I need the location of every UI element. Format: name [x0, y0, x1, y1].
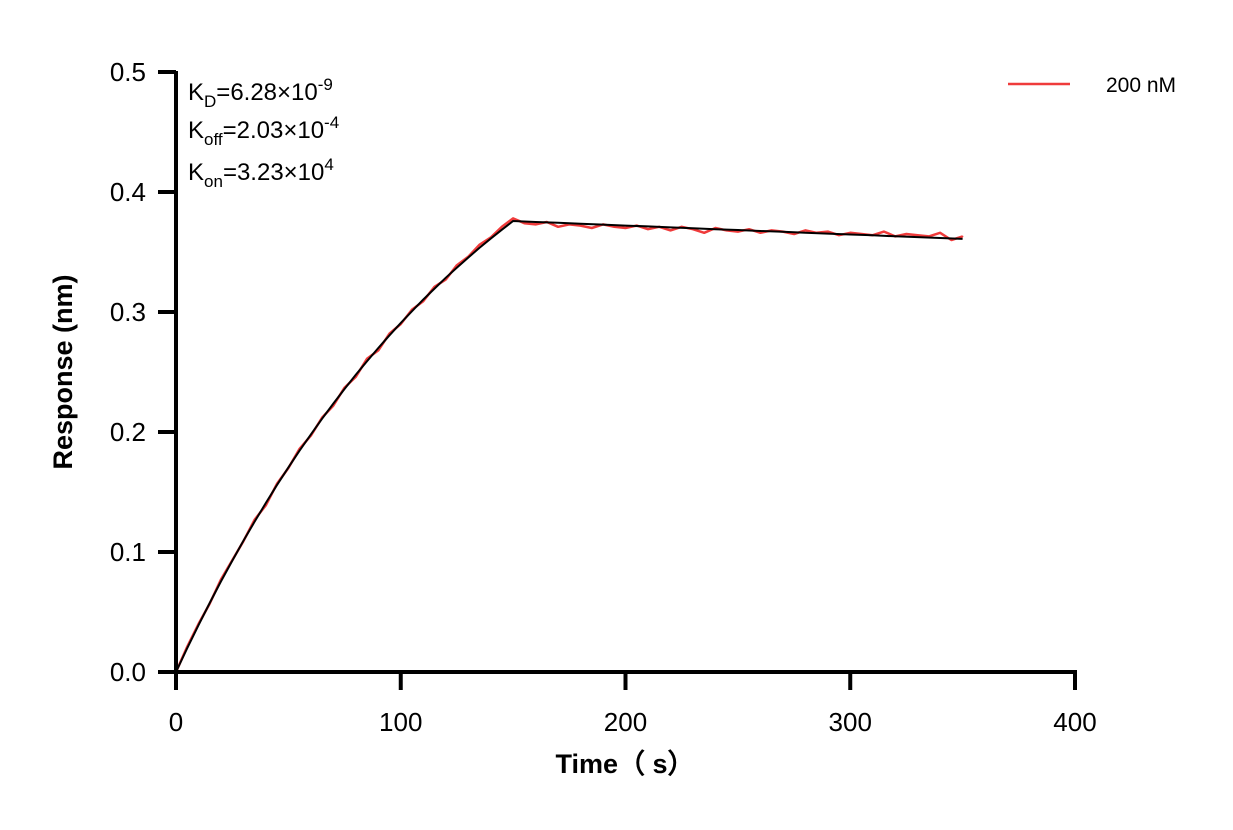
annotation-kd: KD=6.28×10-9	[188, 75, 333, 111]
x-tick-label: 300	[829, 707, 872, 737]
data-point	[759, 232, 762, 234]
y-tick-label: 0.1	[110, 537, 146, 567]
data-point	[590, 227, 593, 229]
x-axis-title: Time（ s）	[555, 749, 694, 779]
fit-curve	[175, 219, 963, 673]
plot-marks	[174, 217, 964, 673]
data-point	[961, 235, 964, 238]
data-point	[939, 232, 941, 234]
data-point	[557, 226, 559, 228]
data-point	[826, 230, 829, 233]
data-point	[523, 222, 526, 224]
y-axis-title: Response (nm)	[48, 274, 78, 469]
data-point	[793, 233, 795, 235]
data-point	[849, 232, 852, 234]
data-point	[534, 223, 537, 226]
data-point	[883, 230, 885, 233]
series-line-200nm	[174, 217, 963, 673]
data-point	[579, 224, 582, 227]
data-point	[456, 264, 458, 267]
annotation-kon: Kon=3.23×104	[188, 155, 334, 191]
y-tick-label: 0.3	[110, 297, 146, 327]
y-tick-label: 0.0	[110, 657, 146, 687]
data-point	[905, 233, 908, 235]
data-point	[804, 229, 807, 232]
data-point	[478, 244, 481, 246]
data-point	[647, 228, 649, 230]
annotation-koff: Koff=2.03×10-4	[188, 113, 339, 149]
data-point	[737, 230, 739, 233]
axis-ticks: 0 100 200 300 400 0.0 0.1 0.2 0.3 0.4 0.5	[110, 57, 1097, 737]
data-point	[669, 229, 672, 232]
data-point	[950, 239, 953, 241]
x-tick-label: 0	[169, 707, 183, 737]
data-point	[501, 226, 503, 228]
data-point	[916, 234, 919, 236]
data-point	[512, 217, 514, 220]
data-point	[624, 227, 627, 229]
x-tick-label: 400	[1053, 707, 1096, 737]
legend-label: 200 nM	[1106, 74, 1176, 97]
x-tick-label: 200	[604, 707, 647, 737]
x-tick-label: 100	[379, 707, 422, 737]
y-tick-label: 0.5	[110, 57, 146, 87]
data-point	[613, 226, 616, 228]
data-point	[703, 232, 705, 234]
y-tick-label: 0.4	[110, 177, 146, 207]
y-tick-label: 0.2	[110, 417, 146, 447]
